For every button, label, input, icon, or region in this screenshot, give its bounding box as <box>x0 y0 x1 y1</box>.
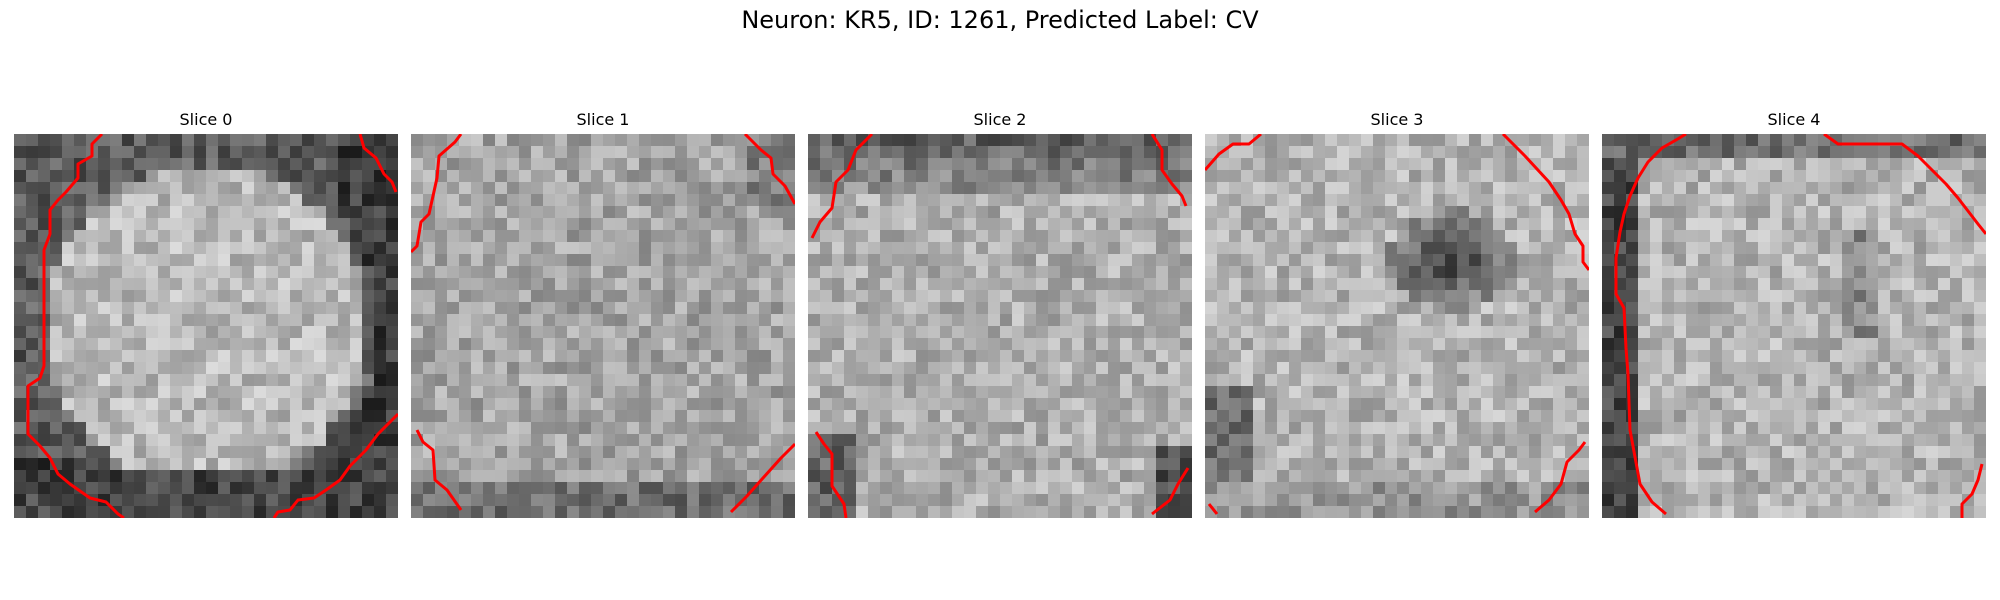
slice-outline-2-3 <box>1151 467 1190 516</box>
slice-outline-0-0 <box>26 134 125 518</box>
slice-outline-3-2 <box>1207 503 1219 515</box>
slice-title-4: Slice 4 <box>1767 110 1821 129</box>
slice-outline-1-1 <box>743 134 795 205</box>
slice-title-3: Slice 3 <box>1370 110 1424 129</box>
slice-panel-0: Slice 0 <box>14 108 398 518</box>
slice-pixels-3 <box>1205 134 1589 518</box>
slice-outline-0-1 <box>358 134 398 193</box>
slice-pixels-4 <box>1602 134 1986 518</box>
slice-panel-3: Slice 3 <box>1205 108 1589 518</box>
slice-outline-2-1 <box>1150 134 1188 207</box>
slice-pixels-2 <box>808 134 1192 518</box>
slice-panel-4: Slice 4 <box>1602 108 1986 518</box>
slice-outline-2-2 <box>814 431 848 518</box>
slice-title-1: Slice 1 <box>576 110 630 129</box>
slice-outline-2-0 <box>810 134 874 239</box>
slice-outline-1-0 <box>411 134 463 254</box>
slice-outline-1-2 <box>415 429 463 511</box>
slice-image-2 <box>808 134 1192 518</box>
slice-outline-1-3 <box>729 442 795 514</box>
slice-image-4 <box>1602 134 1986 518</box>
slice-outline-0-2 <box>272 412 398 518</box>
slice-outline-4-0 <box>1614 134 1687 516</box>
slice-pixels-0 <box>14 134 398 518</box>
figure-title: Neuron: KR5, ID: 1261, Predicted Label: … <box>741 6 1259 34</box>
slice-image-3 <box>1205 134 1589 518</box>
slice-outline-3-0 <box>1205 134 1262 171</box>
slice-panel-1: Slice 1 <box>411 108 795 518</box>
slice-outline-4-1 <box>1823 134 1986 235</box>
slice-pixels-1 <box>411 134 795 518</box>
slice-image-1 <box>411 134 795 518</box>
slice-title-2: Slice 2 <box>973 110 1027 129</box>
slice-outline-3-3 <box>1534 441 1587 514</box>
slice-panel-2: Slice 2 <box>808 108 1192 518</box>
slice-outline-3-1 <box>1501 134 1589 271</box>
slice-image-0 <box>14 134 398 518</box>
slice-outline-4-2 <box>1960 463 1984 518</box>
slice-title-0: Slice 0 <box>179 110 233 129</box>
